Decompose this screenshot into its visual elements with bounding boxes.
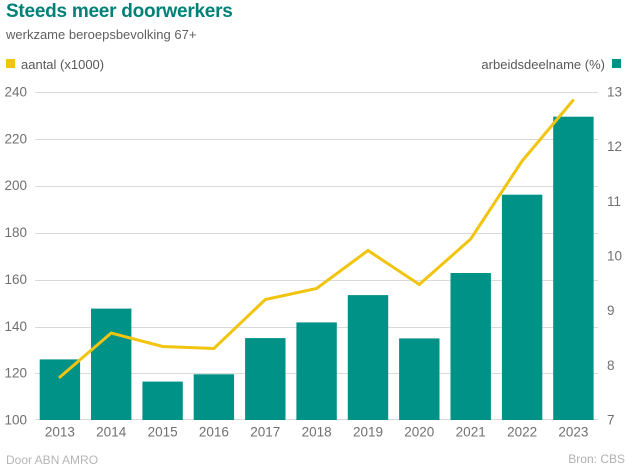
svg-text:2018: 2018 — [302, 424, 332, 439]
svg-text:2022: 2022 — [507, 424, 537, 439]
svg-text:12: 12 — [607, 139, 622, 154]
svg-text:9: 9 — [607, 303, 615, 318]
svg-text:180: 180 — [4, 225, 27, 240]
svg-text:100: 100 — [4, 413, 27, 428]
svg-text:2016: 2016 — [199, 424, 229, 439]
svg-text:2023: 2023 — [558, 424, 588, 439]
svg-text:13: 13 — [607, 85, 622, 100]
svg-text:200: 200 — [4, 178, 27, 193]
svg-text:220: 220 — [4, 131, 27, 146]
svg-text:2014: 2014 — [96, 424, 127, 439]
svg-text:160: 160 — [4, 272, 27, 287]
svg-text:7: 7 — [607, 413, 615, 428]
svg-text:240: 240 — [4, 85, 27, 100]
svg-text:2015: 2015 — [148, 424, 178, 439]
svg-text:2013: 2013 — [45, 424, 75, 439]
svg-text:10: 10 — [607, 249, 622, 264]
svg-text:8: 8 — [607, 358, 615, 373]
svg-text:120: 120 — [4, 366, 27, 381]
svg-text:2021: 2021 — [456, 424, 486, 439]
svg-text:2019: 2019 — [353, 424, 383, 439]
svg-text:11: 11 — [607, 194, 621, 209]
svg-text:2020: 2020 — [404, 424, 434, 439]
svg-text:140: 140 — [4, 319, 27, 334]
svg-text:2017: 2017 — [250, 424, 280, 439]
